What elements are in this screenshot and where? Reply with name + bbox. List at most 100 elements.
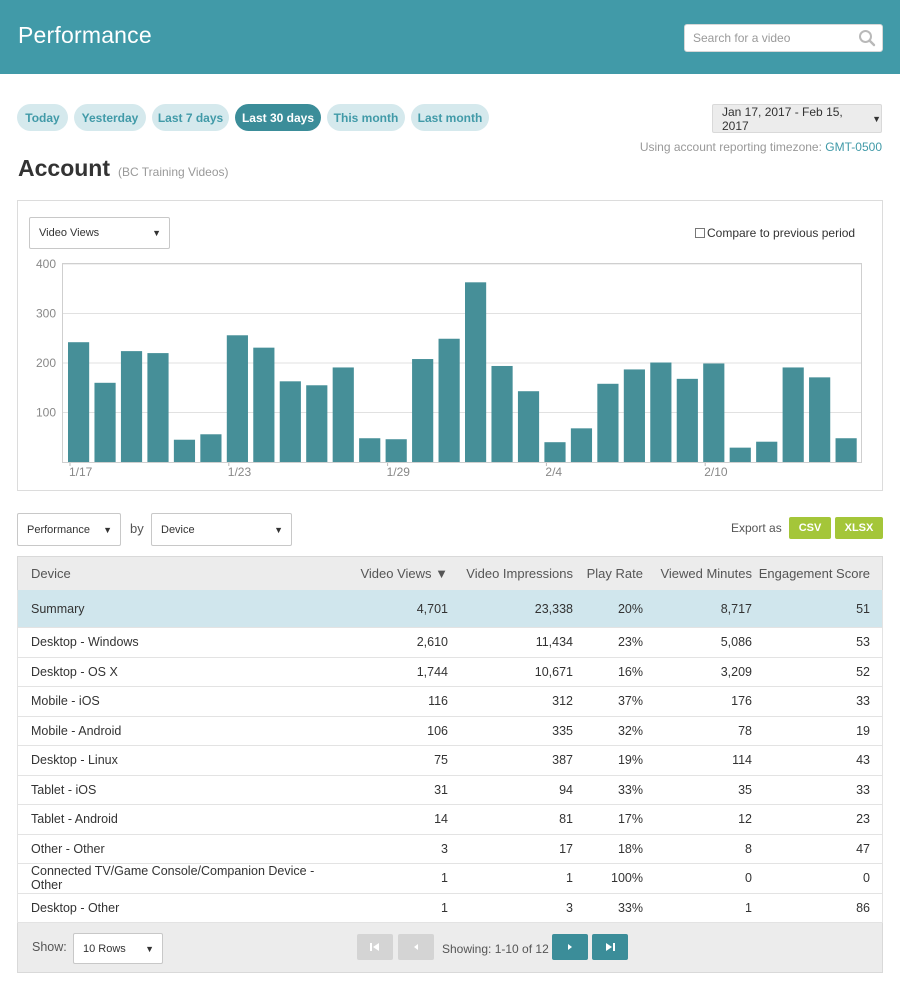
bar-1/26[interactable] xyxy=(306,385,328,462)
preset-last-30-days[interactable]: Last 30 days xyxy=(235,104,321,131)
bar-2/14[interactable] xyxy=(809,377,831,462)
bar-1/24[interactable] xyxy=(253,347,275,462)
cell-viewed-minutes: 12 xyxy=(738,812,752,827)
bar-1/21[interactable] xyxy=(173,439,196,462)
column-header-viewed-minutes[interactable]: Viewed Minutes xyxy=(660,566,752,581)
search-box[interactable] xyxy=(684,24,883,52)
preset-today[interactable]: Today xyxy=(17,104,68,131)
table-row: Other - Other 3 17 18% 8 47 xyxy=(17,834,883,864)
bar-1/23[interactable] xyxy=(226,335,248,462)
bar-1/27[interactable] xyxy=(332,367,354,462)
timezone-note: Using account reporting timezone: GMT-05… xyxy=(640,140,882,154)
bar-2/5[interactable] xyxy=(570,428,593,462)
cell-play-rate: 19% xyxy=(617,753,643,768)
group-select-value: Performance xyxy=(27,523,90,536)
cell-video-impressions: 3 xyxy=(566,900,573,915)
summary-engagement-score: 51 xyxy=(856,601,870,616)
column-header-engagement-score[interactable]: Engagement Score xyxy=(758,566,870,581)
bar-2/15[interactable] xyxy=(835,438,857,462)
dimension-select[interactable]: Device ▼ xyxy=(151,513,292,546)
cell-video-impressions: 335 xyxy=(552,723,573,738)
summary-video-impressions: 23,338 xyxy=(534,601,573,616)
x-tick-label: 2/10 xyxy=(704,465,728,479)
cell-device: Desktop - Other xyxy=(31,900,120,915)
prev-page-icon xyxy=(414,944,418,950)
bar-1/22[interactable] xyxy=(200,434,222,462)
last-page-icon xyxy=(606,943,615,951)
bar-2/3[interactable] xyxy=(517,391,540,462)
bar-2/2[interactable] xyxy=(491,365,513,462)
rows-per-page-select[interactable]: 10 Rows ▼ xyxy=(73,933,163,964)
timezone-prefix: Using account reporting timezone: xyxy=(639,140,822,154)
cell-engagement-score: 86 xyxy=(856,900,870,915)
bar-2/13[interactable] xyxy=(782,367,804,462)
preset-last-month[interactable]: Last month xyxy=(411,104,489,131)
timezone-link[interactable]: GMT-0500 xyxy=(825,140,882,154)
bar-2/6[interactable] xyxy=(597,383,619,462)
bar-2/1[interactable] xyxy=(465,282,487,462)
bar-1/17[interactable] xyxy=(68,342,90,462)
cell-video-views: 75 xyxy=(434,753,448,768)
preset-this-month[interactable]: This month xyxy=(327,104,405,131)
bar-2/12[interactable] xyxy=(756,441,778,462)
chevron-down-icon: ▼ xyxy=(103,524,112,535)
summary-label: Summary xyxy=(31,601,85,616)
bar-2/7[interactable] xyxy=(623,369,645,462)
summary-video-views: 4,701 xyxy=(416,601,448,616)
export-xlsx-button[interactable]: XLSX xyxy=(835,517,883,539)
bar-2/11[interactable] xyxy=(729,447,751,462)
cell-play-rate: 37% xyxy=(617,694,643,709)
cell-viewed-minutes: 176 xyxy=(731,694,752,709)
cell-viewed-minutes: 1 xyxy=(745,900,752,915)
column-header-video-impressions[interactable]: Video Impressions xyxy=(466,566,573,581)
first-page-button[interactable] xyxy=(357,934,393,960)
compare-toggle[interactable]: Compare to previous period xyxy=(695,226,855,240)
dimension-select-value: Device xyxy=(161,523,195,536)
preset-last-7-days[interactable]: Last 7 days xyxy=(152,104,229,131)
bar-2/4[interactable] xyxy=(544,442,566,462)
export-csv-button[interactable]: CSV xyxy=(789,517,831,539)
cell-device: Tablet - iOS xyxy=(31,782,97,797)
search-icon[interactable] xyxy=(858,29,876,47)
next-page-icon xyxy=(568,944,572,950)
prev-page-button[interactable] xyxy=(398,934,434,960)
cell-video-views: 31 xyxy=(434,782,448,797)
bar-1/30[interactable] xyxy=(412,359,434,462)
cell-video-impressions: 10,671 xyxy=(534,664,573,679)
bar-2/8[interactable] xyxy=(650,362,672,462)
column-header-video-views[interactable]: Video Views ▼ xyxy=(360,566,448,581)
bar-1/25[interactable] xyxy=(279,381,301,462)
cell-engagement-score: 33 xyxy=(856,694,870,709)
cell-video-impressions: 17 xyxy=(559,841,573,856)
column-header-device[interactable]: Device xyxy=(31,566,71,581)
bar-2/10[interactable] xyxy=(703,363,725,462)
preset-yesterday[interactable]: Yesterday xyxy=(74,104,146,131)
account-heading: Account (BC Training Videos) xyxy=(18,155,229,182)
column-header-play-rate[interactable]: Play Rate xyxy=(586,566,643,581)
bar-1/29[interactable] xyxy=(385,439,407,462)
cell-device: Desktop - Linux xyxy=(31,753,118,768)
compare-label: Compare to previous period xyxy=(707,226,856,240)
bar-2/9[interactable] xyxy=(676,378,698,462)
group-select[interactable]: Performance ▼ xyxy=(17,513,121,546)
bar-1/20[interactable] xyxy=(147,353,169,462)
cell-engagement-score: 47 xyxy=(856,841,870,856)
cell-play-rate: 33% xyxy=(617,782,643,797)
date-range-picker[interactable]: Jan 17, 2017 - Feb 15, 2017 ▼ xyxy=(712,104,882,133)
x-tick-label: 1/29 xyxy=(387,465,411,479)
page-title: Performance xyxy=(18,22,152,48)
cell-play-rate: 18% xyxy=(617,841,643,856)
cell-video-views: 106 xyxy=(427,723,448,738)
search-input[interactable] xyxy=(691,25,851,51)
account-title: Account xyxy=(18,155,110,181)
next-page-button[interactable] xyxy=(552,934,588,960)
bar-1/18[interactable] xyxy=(94,382,116,462)
metric-select[interactable]: Video Views ▼ xyxy=(29,217,170,249)
chevron-down-icon: ▼ xyxy=(145,943,154,954)
compare-checkbox[interactable] xyxy=(695,228,705,238)
bar-1/31[interactable] xyxy=(438,338,460,462)
chevron-down-icon: ▼ xyxy=(152,228,161,238)
bar-1/28[interactable] xyxy=(359,438,381,462)
last-page-button[interactable] xyxy=(592,934,628,960)
bar-1/19[interactable] xyxy=(120,351,143,462)
